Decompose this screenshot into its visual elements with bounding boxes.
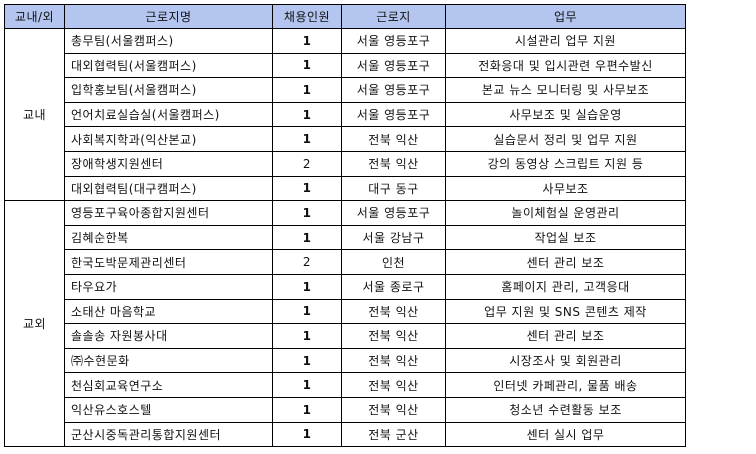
task-cell: 시설관리 업무 지원 (445, 28, 686, 54)
count-cell: 1 (272, 372, 342, 398)
location-cell: 전북 군산 (341, 421, 446, 448)
task-cell: 청소년 수련활동 보조 (445, 396, 686, 423)
workplace-cell: 솔솔송 자원봉사대 (64, 323, 273, 349)
workplace-cell: 한국도박문제관리센터 (64, 249, 273, 275)
location-cell: 전북 익산 (341, 372, 446, 398)
table-row: 대외협력팀(서울캠퍼스) 1 서울 영등포구 전화응대 및 입시관련 우편수발신 (5, 52, 686, 79)
workplace-cell: 소태산 마음학교 (64, 298, 273, 325)
table-row: 언어치료실습실(서울캠퍼스) 1 서울 영등포구 사무보조 및 실습운영 (5, 101, 686, 128)
task-cell: 작업실 보조 (445, 224, 686, 251)
workplace-cell: 사회복지학과(익산본교) (64, 126, 273, 152)
workplace-cell: 김혜순한복 (64, 224, 273, 251)
table-row: 교내 총무팀(서울캠퍼스) 1 서울 영등포구 시설관리 업무 지원 (4, 27, 686, 202)
table-row: 사회복지학과(익산본교) 1 전북 익산 실습문서 정리 및 업무 지원 (5, 126, 686, 152)
location-cell: 서울 영등포구 (341, 200, 446, 226)
location-cell: 전북 익산 (341, 126, 446, 152)
count-cell: 1 (272, 77, 342, 103)
table-row: 익산유스호스텔 1 전북 익산 청소년 수련활동 보조 (5, 396, 686, 423)
location-cell: 전북 익산 (341, 298, 446, 325)
task-cell: 실습문서 정리 및 업무 지원 (445, 126, 686, 152)
workplace-cell: 천심회교육연구소 (64, 372, 273, 398)
header-count: 채용인원 (272, 4, 342, 29)
table-row: 천심회교육연구소 1 전북 익산 인터넷 카페관리, 물품 배송 (5, 372, 686, 398)
count-cell: 1 (272, 175, 342, 202)
group-label: 교외 (4, 200, 65, 448)
table-row: 군산시중독관리통합지원센터 1 전북 군산 센터 실시 업무 (5, 421, 686, 448)
workplace-cell: 대외협력팀(서울캠퍼스) (64, 52, 273, 79)
count-cell: 2 (272, 150, 342, 177)
location-cell: 서울 강남구 (341, 224, 446, 251)
task-cell: 강의 동영상 스크립트 지원 등 (445, 150, 686, 177)
location-cell: 서울 종로구 (341, 273, 446, 300)
workplace-cell: 총무팀(서울캠퍼스) (64, 28, 273, 54)
header-location: 근로지 (341, 4, 446, 29)
table-row: 한국도박문제관리센터 2 인천 센터 관리 보조 (5, 249, 686, 275)
location-cell: 서울 영등포구 (341, 52, 446, 79)
location-cell: 서울 영등포구 (341, 28, 446, 54)
table-row: ㈜수현문화 1 전북 익산 시장조사 및 회원관리 (5, 347, 686, 374)
location-cell: 대구 동구 (341, 175, 446, 202)
table-body: 교내 총무팀(서울캠퍼스) 1 서울 영등포구 시설관리 업무 지원 대외협력팀(서울캠퍼… (4, 27, 686, 448)
task-cell: 홈페이지 관리, 고객응대 (445, 273, 686, 300)
count-cell: 1 (272, 421, 342, 448)
count-cell: 1 (272, 224, 342, 251)
table-row: 대외협력팀(대구캠퍼스) 1 대구 동구 사무보조 (5, 175, 686, 202)
location-cell: 서울 영등포구 (341, 77, 446, 103)
count-cell: 1 (272, 323, 342, 349)
header-workplace: 근로지명 (64, 4, 273, 29)
table-row: 타우요가 1 서울 종로구 홈페이지 관리, 고객응대 (5, 273, 686, 300)
location-cell: 전북 익산 (341, 150, 446, 177)
workplace-cell: 장애학생지원센터 (64, 150, 273, 177)
task-cell: 본교 뉴스 모니터링 및 사무보조 (445, 77, 686, 103)
task-cell: 인터넷 카페관리, 물품 배송 (445, 372, 686, 398)
task-cell: 사무보조 (445, 175, 686, 202)
count-cell: 1 (272, 396, 342, 423)
workplace-cell: 익산유스호스텔 (64, 396, 273, 423)
table-row: 입학홍보팀(서울캠퍼스) 1 서울 영등포구 본교 뉴스 모니터링 및 사무보조 (5, 77, 686, 103)
count-cell: 1 (272, 273, 342, 300)
location-cell: 전북 익산 (341, 323, 446, 349)
task-cell: 전화응대 및 입시관련 우편수발신 (445, 52, 686, 79)
count-cell: 1 (272, 28, 342, 54)
workplace-cell: 군산시중독관리통합지원센터 (64, 421, 273, 448)
table-row: 솔솔송 자원봉사대 1 전북 익산 센터 관리 보조 (5, 323, 686, 349)
location-cell: 전북 익산 (341, 396, 446, 423)
table-row: 소태산 마음학교 1 전북 익산 업무 지원 및 SNS 콘텐츠 제작 (5, 298, 686, 325)
count-cell: 1 (272, 298, 342, 325)
workplace-cell: 영등포구육아종합지원센터 (64, 200, 273, 226)
workplace-cell: 대외협력팀(대구캠퍼스) (64, 175, 273, 202)
header-row: 교내/외 근로지명 채용인원 근로지 업무 (4, 4, 686, 29)
workplace-cell: 입학홍보팀(서울캠퍼스) (64, 77, 273, 103)
count-cell: 1 (272, 200, 342, 226)
group-label: 교내 (4, 27, 65, 202)
table-row: 김혜순한복 1 서울 강남구 작업실 보조 (5, 224, 686, 251)
count-cell: 2 (272, 249, 342, 275)
task-cell: 센터 관리 보조 (445, 323, 686, 349)
header-campus: 교내/외 (4, 4, 65, 29)
table-row: 장애학생지원센터 2 전북 익산 강의 동영상 스크립트 지원 등 (5, 150, 686, 177)
task-cell: 센터 실시 업무 (445, 421, 686, 448)
location-cell: 서울 영등포구 (341, 101, 446, 128)
job-table: 교내/외 근로지명 채용인원 근로지 업무 교내 총무팀(서울캠퍼스) 1 서울 영등… (4, 4, 686, 448)
workplace-cell: ㈜수현문화 (64, 347, 273, 374)
workplace-cell: 타우요가 (64, 273, 273, 300)
count-cell: 1 (272, 347, 342, 374)
header-task: 업무 (445, 4, 686, 29)
task-cell: 사무보조 및 실습운영 (445, 101, 686, 128)
task-cell: 업무 지원 및 SNS 콘텐츠 제작 (445, 298, 686, 325)
workplace-cell: 언어치료실습실(서울캠퍼스) (64, 101, 273, 128)
count-cell: 1 (272, 126, 342, 152)
location-cell: 전북 익산 (341, 347, 446, 374)
location-cell: 인천 (341, 249, 446, 275)
task-cell: 시장조사 및 회원관리 (445, 347, 686, 374)
task-cell: 놀이체험실 운영관리 (445, 200, 686, 226)
count-cell: 1 (272, 101, 342, 128)
table-row: 교외 영등포구육아종합지원센터 1 서울 영등포구 놀이체험실 운영관리 (4, 200, 686, 448)
count-cell: 1 (272, 52, 342, 79)
task-cell: 센터 관리 보조 (445, 249, 686, 275)
